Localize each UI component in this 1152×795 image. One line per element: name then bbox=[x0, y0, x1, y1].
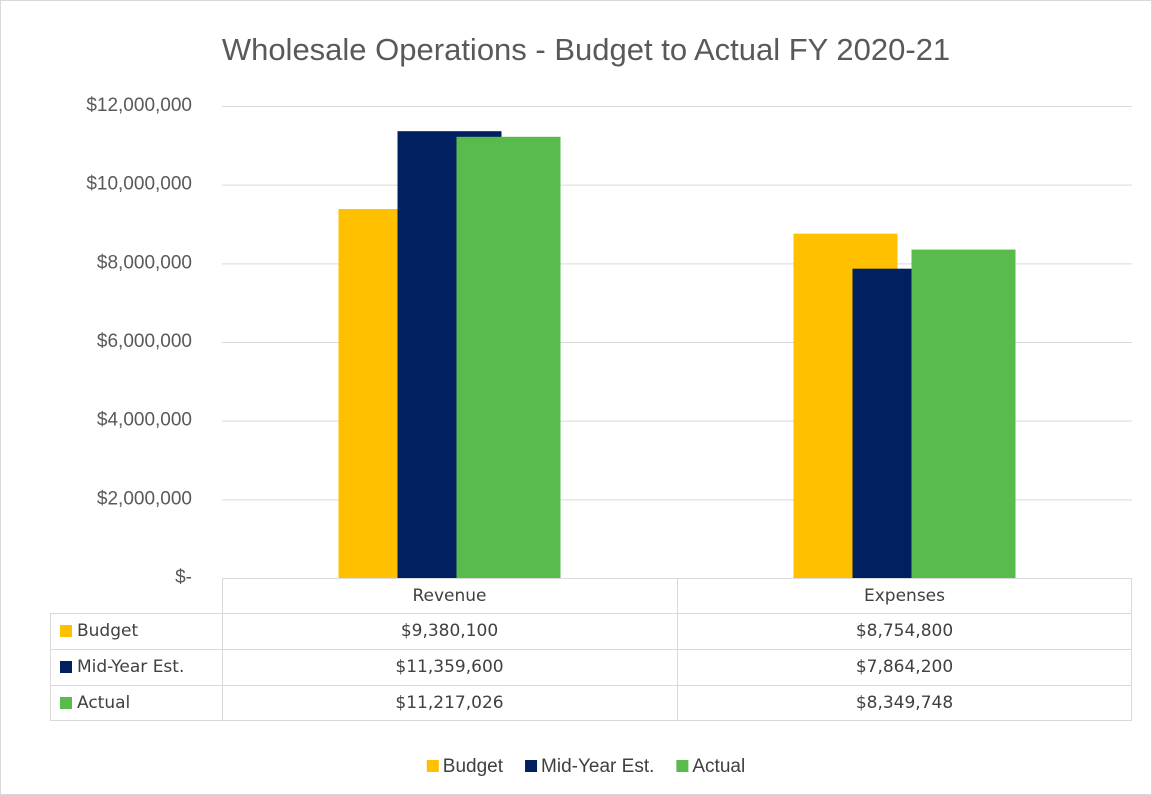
legend-label: Actual bbox=[692, 756, 745, 777]
y-tick-label: $- bbox=[175, 567, 192, 588]
data-table bbox=[50, 578, 1132, 721]
legend-label: Mid-Year Est. bbox=[541, 756, 654, 777]
table-row-label: Mid-Year Est. bbox=[77, 657, 184, 677]
bar bbox=[456, 136, 561, 578]
table-cell: $9,380,100 bbox=[401, 621, 498, 641]
y-tick-label: $2,000,000 bbox=[97, 488, 192, 509]
table-legend-key bbox=[60, 697, 72, 709]
table-cell: $11,217,026 bbox=[395, 693, 503, 713]
legend-key bbox=[525, 760, 538, 772]
table-cell: $11,359,600 bbox=[395, 657, 503, 677]
x-tick-label: Revenue bbox=[412, 586, 486, 606]
y-tick-label: $6,000,000 bbox=[97, 331, 192, 352]
table-legend-key bbox=[60, 625, 72, 637]
table-legend-key bbox=[60, 661, 72, 673]
bar bbox=[911, 249, 1016, 578]
table-row-label: Budget bbox=[77, 621, 138, 641]
table-cell: $8,349,748 bbox=[856, 693, 953, 713]
y-tick-label: $12,000,000 bbox=[86, 95, 192, 116]
legend-key bbox=[676, 760, 689, 772]
table-cell: $7,864,200 bbox=[856, 657, 953, 677]
table-cell: $8,754,800 bbox=[856, 621, 953, 641]
y-tick-label: $10,000,000 bbox=[86, 174, 192, 195]
x-tick-label: Expenses bbox=[864, 586, 945, 606]
legend-key bbox=[426, 760, 439, 772]
table-row-label: Actual bbox=[77, 693, 130, 713]
y-tick-label: $8,000,000 bbox=[97, 252, 192, 273]
chart-title: Wholesale Operations - Budget to Actual … bbox=[222, 32, 950, 67]
y-tick-label: $4,000,000 bbox=[97, 410, 192, 431]
legend-label: Budget bbox=[443, 756, 504, 777]
